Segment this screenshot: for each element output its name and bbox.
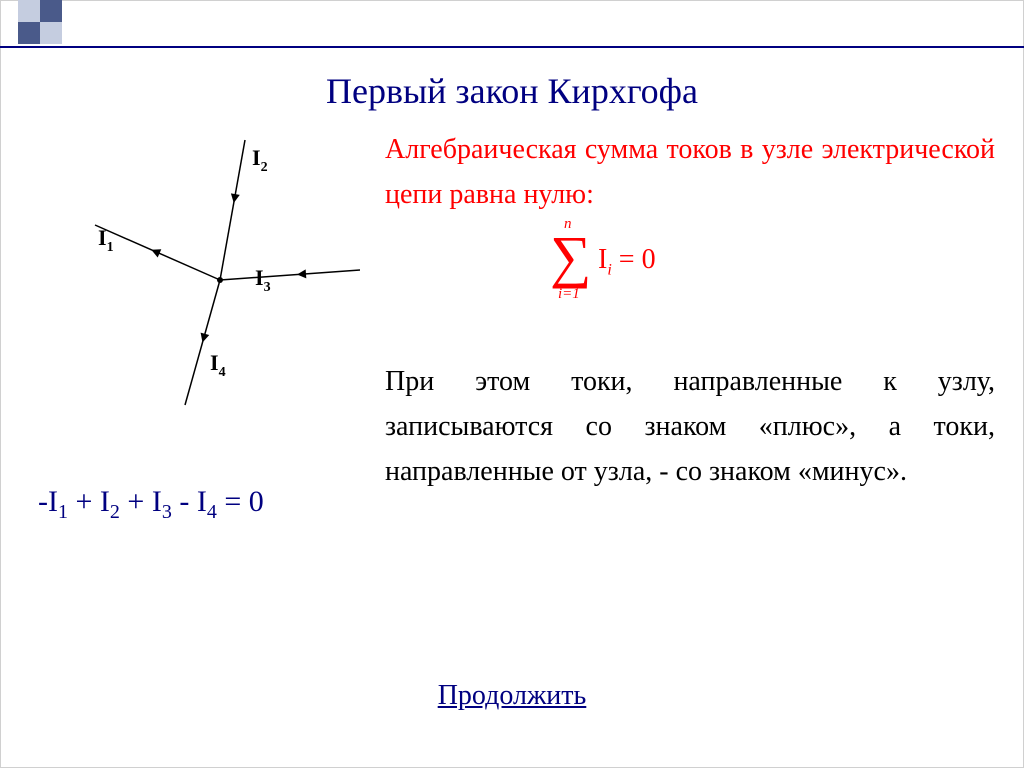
law-statement: Алгебраическая сумма токов в узле электр… [385,128,995,218]
svg-text:I2: I2 [252,145,268,175]
node-diagram: I1 I2 I3 I4 [60,130,360,410]
corner-decoration [0,0,90,60]
sum-body: Ii = 0 [598,244,656,280]
continue-link[interactable]: Продолжить [0,680,1024,712]
svg-text:I4: I4 [210,350,226,380]
sum-formula: n ∑ i=1 Ii = 0 [550,228,810,308]
top-border [0,46,1024,48]
slide-title: Первый закон Кирхгофа [0,70,1024,112]
sigma-symbol: ∑ [550,228,591,286]
svg-text:I3: I3 [255,265,271,295]
svg-text:I1: I1 [98,225,114,255]
example-equation: -I1 + I2 + I3 - I4 = 0 [38,485,264,524]
explanation-text: При этом токи, направленные к узлу, запи… [385,360,995,494]
sum-lower-limit: i=1 [558,286,580,303]
